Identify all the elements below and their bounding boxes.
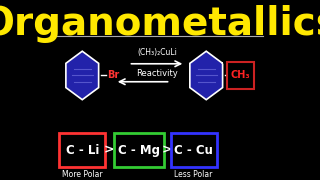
Text: Reactivity: Reactivity xyxy=(136,69,178,78)
Polygon shape xyxy=(190,51,223,100)
Text: >: > xyxy=(104,143,114,157)
Text: (CH₃)₂CuLi: (CH₃)₂CuLi xyxy=(137,48,177,57)
FancyBboxPatch shape xyxy=(227,62,253,89)
Text: CH₃: CH₃ xyxy=(231,70,250,80)
Text: Less Polar: Less Polar xyxy=(174,170,213,179)
Text: C - Cu: C - Cu xyxy=(174,143,213,157)
Text: Organometallics: Organometallics xyxy=(0,5,320,43)
FancyBboxPatch shape xyxy=(59,133,105,167)
Text: >: > xyxy=(162,143,172,157)
FancyBboxPatch shape xyxy=(171,133,217,167)
Polygon shape xyxy=(66,51,99,100)
Text: C - Mg: C - Mg xyxy=(118,143,160,157)
FancyBboxPatch shape xyxy=(114,133,164,167)
Text: Br: Br xyxy=(107,70,119,80)
Text: More Polar: More Polar xyxy=(62,170,103,179)
Text: C - Li: C - Li xyxy=(66,143,99,157)
